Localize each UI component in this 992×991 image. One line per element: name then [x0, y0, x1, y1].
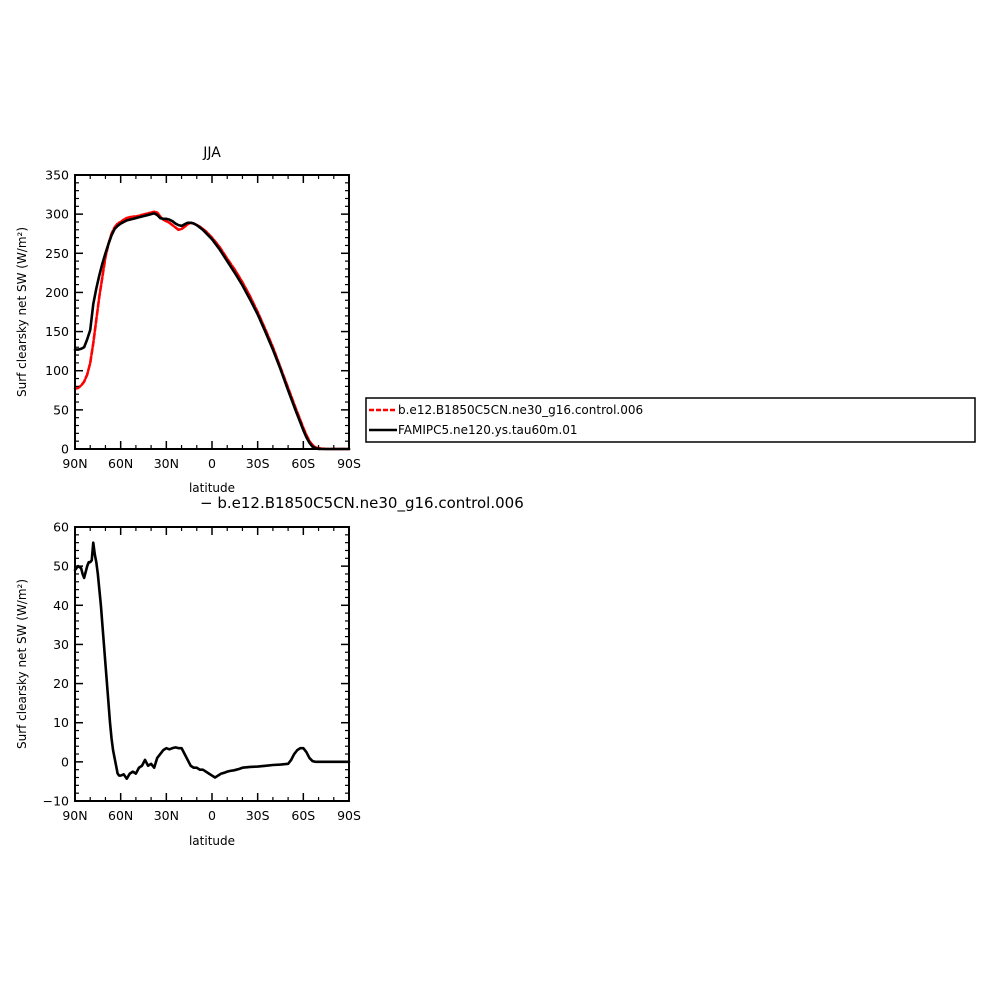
x-tick-label: 60S	[291, 456, 315, 471]
x-tick-label: 90S	[337, 456, 361, 471]
x-tick-label: 90N	[62, 456, 87, 471]
plot-frame-top	[74, 174, 350, 450]
chart-top: JJA 90N 60N 30N 0 30S 60S 90S 0 50 100 150 200 250 30…	[15, 145, 361, 495]
x-tick-label: 60S	[291, 808, 315, 823]
x-tick-label: 30S	[246, 808, 270, 823]
legend-entry-2: FAMIPC5.ne120.ys.tau60m.01	[398, 423, 578, 437]
legend: b.e12.B1850C5CN.ne30_g16.control.006 FAM…	[365, 397, 976, 443]
y-tick-label: 100	[45, 363, 69, 378]
x-tick-label: 90N	[62, 808, 87, 823]
y-tick-label: 10	[53, 715, 69, 730]
y-tick-label: 150	[45, 324, 69, 339]
series-line-1	[73, 541, 351, 780]
series-line-2	[73, 212, 351, 451]
x-axis-label: latitude	[189, 481, 235, 495]
y-tick-label: 350	[45, 168, 69, 183]
difference-title: − b.e12.B1850C5CN.ne30_g16.control.006	[200, 494, 524, 513]
x-tick-label: 60N	[108, 456, 133, 471]
x-tick-label: 0	[208, 456, 216, 471]
x-tick-label: 60N	[108, 808, 133, 823]
series-line-1	[73, 210, 351, 451]
legend-entry-1: b.e12.B1850C5CN.ne30_g16.control.006	[398, 403, 643, 417]
y-tick-label: 60	[53, 520, 69, 535]
chart-bottom: − b.e12.B1850C5CN.ne30_g16.control.006 9…	[15, 494, 524, 848]
axis-ticks-top: 90N 60N 30N 0 30S 60S 90S 0 50 100 150 200 250 300 350	[45, 168, 361, 472]
plot-area-top	[73, 210, 351, 451]
y-tick-label: 200	[45, 285, 69, 300]
y-tick-label: 250	[45, 246, 69, 261]
x-axis-label: latitude	[189, 834, 235, 848]
x-tick-label: 30N	[154, 456, 179, 471]
legend-box	[365, 397, 976, 443]
x-tick-label: 0	[208, 808, 216, 823]
y-axis-label: Surf clearsky net SW (W/m²)	[15, 227, 29, 397]
y-tick-label: 30	[53, 637, 69, 652]
y-tick-label: 50	[53, 402, 69, 417]
y-tick-label: 0	[61, 442, 69, 457]
x-tick-label: 30N	[154, 808, 179, 823]
plot-area-bottom	[73, 541, 351, 780]
y-tick-label: −10	[43, 794, 69, 809]
y-tick-label: 40	[53, 598, 69, 613]
y-axis-label: Surf clearsky net SW (W/m²)	[15, 579, 29, 749]
x-tick-label: 90S	[337, 808, 361, 823]
y-tick-label: 20	[53, 676, 69, 691]
chart-title: JJA	[202, 145, 221, 161]
y-tick-label: 50	[53, 559, 69, 574]
y-tick-label: 300	[45, 207, 69, 222]
axis-ticks-bottom: 90N 60N 30N 0 30S 60S 90S −10 0 10 20 30 40 50 60	[43, 520, 361, 824]
y-tick-label: 0	[61, 754, 69, 769]
x-tick-label: 30S	[246, 456, 270, 471]
